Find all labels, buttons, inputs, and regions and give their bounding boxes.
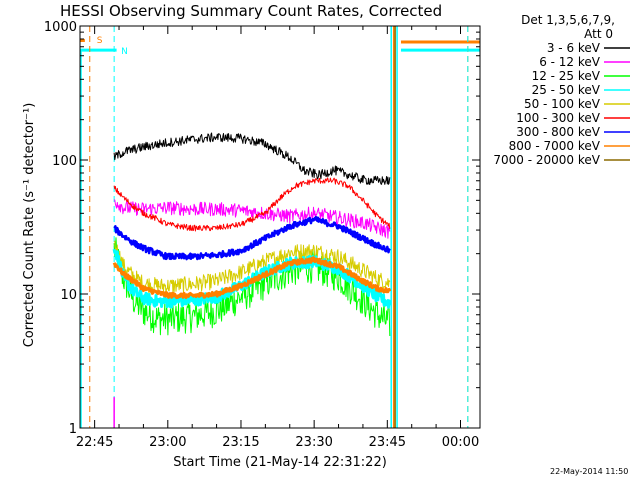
series-line-7 (112, 256, 392, 300)
annotation-label-0: S (97, 36, 103, 46)
legend-label-7: 800 - 7000 keV (509, 139, 601, 153)
series-line-4 (113, 240, 391, 295)
legend-label-4: 50 - 100 keV (524, 97, 601, 111)
x-tick-label-3: 23:30 (295, 435, 332, 450)
x-axis-label: Start Time (21-May-14 22:31:22) (173, 455, 387, 470)
data-layer: SN (80, 26, 480, 428)
y-axis-label: Corrected Count Rate (s⁻¹ detector⁻¹) (22, 103, 37, 348)
series-line-5 (113, 177, 391, 232)
x-tick-label-2: 23:15 (222, 435, 259, 450)
series-line-6 (113, 215, 391, 261)
annotation-label-1: N (121, 47, 128, 57)
legend-label-1: 6 - 12 keV (539, 55, 601, 69)
footer-date: 22-May-2014 11:50 (550, 467, 629, 476)
y-tick-label-1: 10 (60, 288, 77, 303)
legend-label-2: 12 - 25 keV (532, 69, 601, 83)
y-tick-label-2: 100 (52, 154, 77, 169)
legend-label-5: 100 - 300 keV (516, 111, 600, 125)
x-tick-label-0: 22:45 (76, 435, 113, 450)
plot-frame (79, 25, 481, 429)
legend-header-1: Att 0 (584, 27, 613, 41)
axes-layer: 1 10 100 1000 22:45 23:00 23:15 23:30 23:45 00:00 (44, 20, 480, 450)
legend-label-3: 25 - 50 keV (532, 83, 601, 97)
y-tick-label-0: 1 (69, 422, 77, 437)
chart-title: HESSI Observing Summary Count Rates, Cor… (60, 2, 443, 20)
x-tick-label-5: 00:00 (442, 435, 479, 450)
legend-label-6: 300 - 800 keV (516, 125, 600, 139)
series-line-2 (113, 237, 391, 337)
legend-label-0: 3 - 6 keV (547, 41, 601, 55)
x-tick-label-4: 23:45 (369, 435, 406, 450)
legend-label-8: 7000 - 20000 keV (493, 153, 600, 167)
series-line-1 (113, 199, 391, 239)
x-tick-label-1: 23:00 (149, 435, 186, 450)
legend-header-0: Det 1,3,5,6,7,9, (521, 13, 615, 27)
y-tick-label-3: 1000 (44, 20, 77, 35)
series-line-0 (113, 132, 391, 185)
